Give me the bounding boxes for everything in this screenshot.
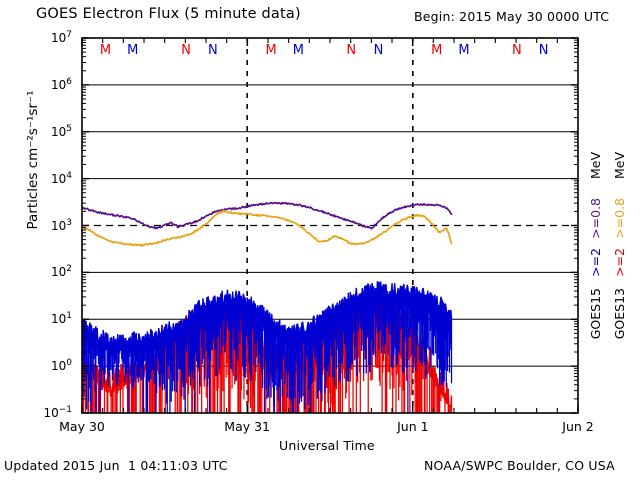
x-tick-label: May 30 bbox=[59, 419, 105, 434]
flare-marker-m: M bbox=[431, 43, 443, 58]
flare-marker-n: N bbox=[538, 43, 549, 58]
x-tick-label: Jun 2 bbox=[562, 419, 594, 434]
y-tick-label: 104 bbox=[50, 170, 72, 186]
x-axis-label: Universal Time bbox=[279, 438, 375, 453]
legend-entry: GOES15 bbox=[588, 288, 603, 340]
y-tick-label: 100 bbox=[50, 358, 72, 374]
legend-entry: >=0.8 bbox=[612, 198, 627, 239]
chart-title: GOES Electron Flux (5 minute data) bbox=[36, 6, 301, 22]
flare-marker-n: N bbox=[181, 43, 192, 58]
y-tick-label: 107 bbox=[50, 30, 72, 45]
flare-marker-m: M bbox=[458, 43, 470, 58]
begin-time-label: Begin: 2015 May 30 0000 UTC bbox=[414, 9, 610, 24]
x-tick-label: May 31 bbox=[224, 419, 271, 434]
y-tick-label: 102 bbox=[50, 264, 72, 280]
y-tick-label: 106 bbox=[50, 76, 72, 92]
y-tick-label: 103 bbox=[50, 217, 72, 233]
flare-marker-n: N bbox=[511, 43, 522, 58]
flare-marker-m: M bbox=[265, 43, 277, 58]
updated-timestamp: Updated 2015 Jun 1 04:11:03 UTC bbox=[4, 458, 228, 473]
flare-marker-n: N bbox=[346, 43, 357, 58]
x-tick-label: Jun 1 bbox=[397, 419, 429, 434]
agency-credit: NOAA/SWPC Boulder, CO USA bbox=[424, 458, 615, 473]
legend-entry: >=0.8 bbox=[588, 198, 603, 239]
flare-marker-n: N bbox=[207, 43, 218, 58]
flare-marker-m: M bbox=[292, 43, 305, 58]
flare-marker-m: M bbox=[99, 43, 112, 58]
y-tick-label: 105 bbox=[50, 123, 72, 139]
legend-entry: >=2 bbox=[612, 248, 627, 277]
y-tick-label: 101 bbox=[50, 311, 72, 327]
legend-entry: >=2 bbox=[588, 248, 603, 277]
y-tick-label: 10−1 bbox=[43, 405, 72, 420]
flare-marker-n: N bbox=[373, 43, 384, 58]
legend-entry: MeV bbox=[612, 152, 627, 180]
legend-entry: GOES13 bbox=[612, 288, 627, 340]
legend-entry: MeV bbox=[588, 152, 603, 180]
flare-marker-m: M bbox=[127, 43, 139, 58]
